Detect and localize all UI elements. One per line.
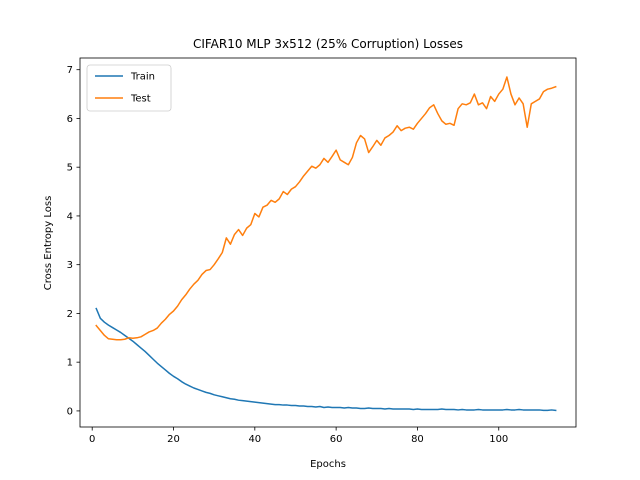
y-axis: 0 1 2 3 4 5 6 7 (67, 65, 80, 417)
y-tick-label: 3 (67, 260, 73, 271)
x-tick-label: 20 (167, 434, 180, 445)
series-line-test (95, 76, 557, 341)
x-axis-label: Epochs (310, 459, 346, 470)
axes-frame (79, 57, 577, 428)
legend-box (86, 64, 172, 112)
x-tick-label: 0 (89, 434, 95, 445)
y-tick-label: 4 (67, 211, 73, 222)
y-tick-label: 0 (67, 406, 73, 417)
legend-label-train: Train (130, 72, 155, 83)
y-tick-label: 2 (67, 309, 73, 320)
y-tick-label: 1 (67, 358, 73, 369)
x-tick-label: 80 (411, 434, 424, 445)
legend-label-test: Test (130, 94, 151, 105)
y-tick-label: 6 (67, 114, 73, 125)
y-axis-label: Cross Entropy Loss (43, 196, 54, 291)
chart-title: CIFAR10 MLP 3x512 (25% Corruption) Losse… (193, 37, 463, 51)
legend: Train Test (86, 64, 172, 112)
plot-area (95, 76, 557, 412)
x-tick-label: 40 (248, 434, 261, 445)
y-tick-label: 5 (67, 163, 73, 174)
series-line-train (95, 307, 557, 412)
x-axis: 0 20 40 60 80 100 (89, 427, 508, 445)
x-tick-label: 100 (489, 434, 508, 445)
y-tick-label: 7 (67, 65, 73, 76)
x-tick-label: 60 (330, 434, 343, 445)
